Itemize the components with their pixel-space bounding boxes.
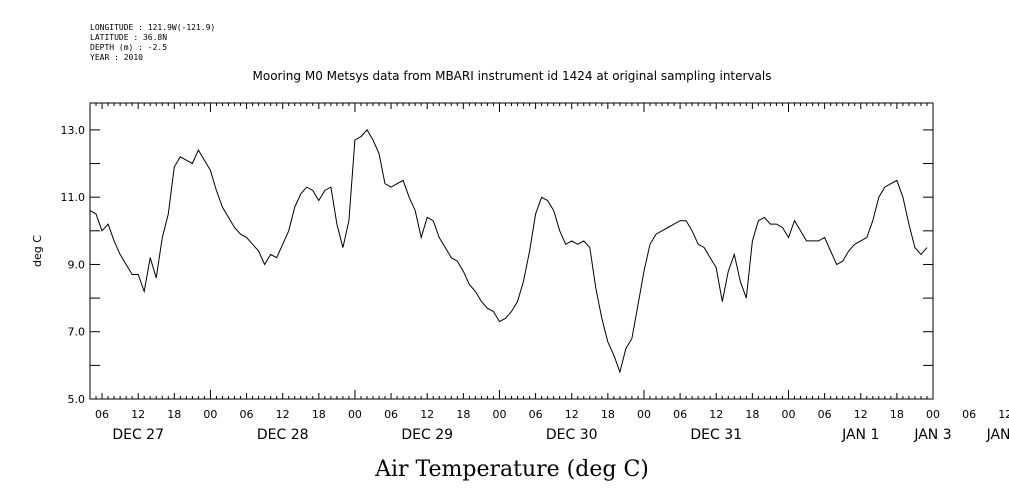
x-hour-label: 00 [637,408,651,421]
x-hour-label: 12 [565,408,579,421]
x-hour-label: 06 [95,408,109,421]
x-day-label: DEC 31 [690,427,742,443]
x-day-label: DEC 28 [257,427,309,443]
x-day-label: DEC 29 [401,427,453,443]
x-hour-label: 18 [167,408,181,421]
x-hour-label: 06 [962,408,976,421]
x-hour-label: 06 [673,408,687,421]
x-hour-label: 00 [781,408,795,421]
x-axis-title: Air Temperature (deg C) [374,457,649,482]
x-hour-label: 00 [203,408,217,421]
y-tick-label: 13.0 [61,124,86,137]
x-hour-label: 06 [818,408,832,421]
x-hour-label: 06 [240,408,254,421]
x-hour-label: 00 [926,408,940,421]
x-day-label: JAN 2 [986,427,1009,443]
chart-title: Mooring M0 Metsys data from MBARI instru… [253,69,772,83]
x-hour-label: 18 [745,408,759,421]
x-hour-label: 18 [312,408,326,421]
x-day-label: JAN 1 [841,427,879,443]
x-hour-label: 18 [601,408,615,421]
x-hour-label: 06 [384,408,398,421]
x-hour-label: 12 [276,408,290,421]
x-hour-label: 00 [348,408,362,421]
x-hour-label: 00 [492,408,506,421]
x-day-label: DEC 27 [112,427,164,443]
x-hour-label: 12 [854,408,868,421]
x-day-label: JAN 3 [913,427,951,443]
y-tick-label: 7.0 [68,326,86,339]
x-hour-label: 12 [709,408,723,421]
y-tick-label: 5.0 [68,393,86,406]
x-day-label: DEC 30 [546,427,598,443]
x-hour-label: 18 [456,408,470,421]
y-tick-label: 9.0 [68,258,86,271]
header-longitude: LONGITUDE : 121.9W(-121.9) [90,23,215,32]
x-hour-label: 12 [420,408,434,421]
header-latitude: LATITUDE : 36.8N [90,33,167,42]
plot-frame [89,102,934,400]
x-hour-label: 12 [131,408,145,421]
x-hour-label: 12 [998,408,1009,421]
series-line [89,129,928,374]
header-depth: DEPTH (m) : -2.5 [90,43,167,52]
y-tick-label: 11.0 [61,191,86,204]
x-hour-label: 18 [890,408,904,421]
y-axis-label: deg C [31,235,44,267]
x-hour-label: 06 [529,408,543,421]
header-year: YEAR : 2010 [90,53,143,62]
